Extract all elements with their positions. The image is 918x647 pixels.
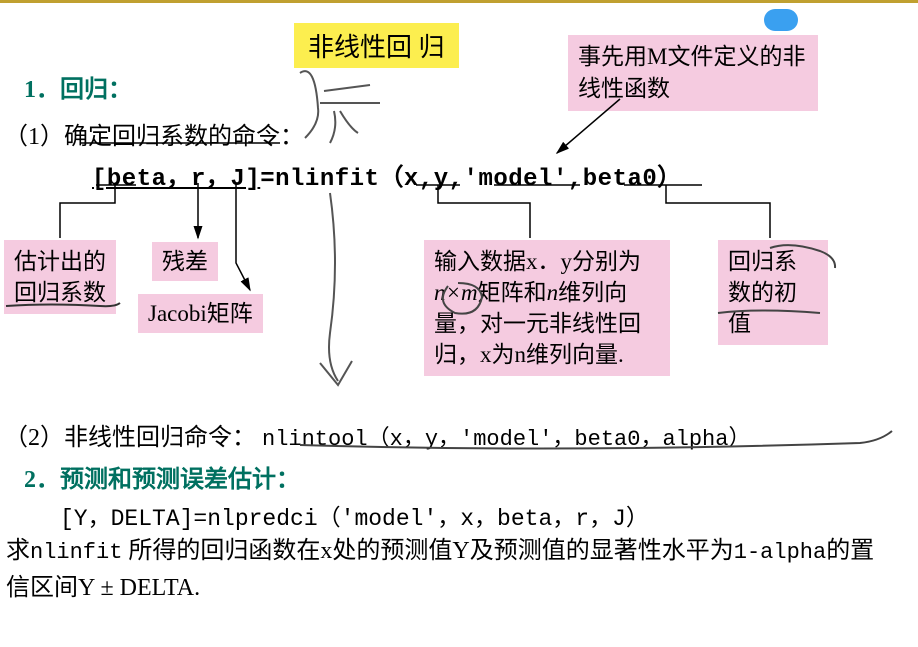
code-nlinfit: [beta，r，J]=nlinfit（x,y,'model',beta0）	[92, 157, 682, 193]
annot-xy: 输入数据x．y分别为 n×m矩阵和n维列向 量，对一元非线性回 归，x为n维列向…	[424, 240, 670, 376]
xy4: 归，x为n维列向量.	[434, 342, 624, 367]
heading-1: 1．回归：	[24, 69, 132, 104]
video-badge	[764, 9, 798, 31]
slide-title: 非线性回 归	[294, 23, 459, 68]
xy2b: 矩阵和	[478, 280, 547, 305]
annot-jacobi: Jacobi矩阵	[138, 294, 263, 333]
annot-residual: 残差	[152, 242, 218, 281]
annot-beta0: 回归系数的初值	[718, 240, 828, 345]
heading-2: 2．预测和预测误差估计：	[24, 459, 300, 494]
title-text: 非线性回 归	[308, 33, 445, 62]
xy3: 量，对一元非线性回	[434, 311, 641, 336]
xy2c: n	[547, 280, 559, 305]
annot-model: 事先用M文件定义的非线性函数	[568, 35, 818, 111]
xy2d: 维列向	[558, 280, 627, 305]
point-1-2: （2）非线性回归命令： nlintool（x，y，'model'，beta0，a…	[4, 417, 750, 452]
body-paragraph: 求nlinfit 所得的回归函数在x处的预测值Y及预测值的显著性水平为1-alp…	[6, 533, 886, 607]
xy1: 输入数据x．y分别为	[434, 249, 641, 274]
xy2a: n×m	[434, 280, 478, 305]
code-nlpredci: [Y，DELTA]=nlpredci（'model'，x，beta，r，J）	[60, 498, 649, 532]
point-1-1: （1）确定回归系数的命令：	[4, 116, 304, 151]
annot-beta-out: 估计出的回归系数	[4, 240, 116, 314]
